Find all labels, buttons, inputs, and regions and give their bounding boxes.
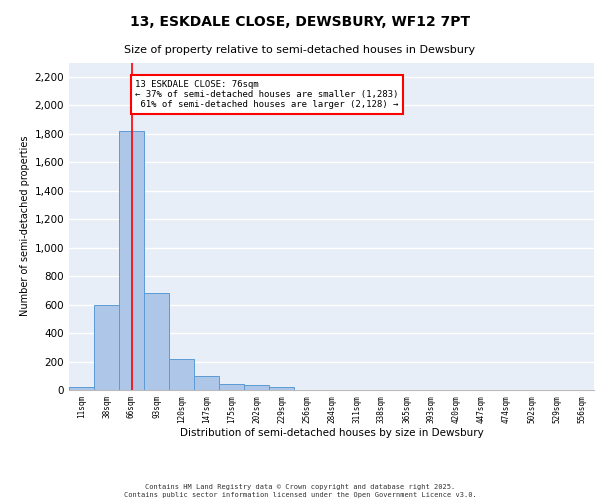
Text: Size of property relative to semi-detached houses in Dewsbury: Size of property relative to semi-detach… — [124, 45, 476, 55]
Bar — [269, 387, 294, 390]
Bar — [69, 387, 94, 390]
Text: 13 ESKDALE CLOSE: 76sqm
← 37% of semi-detached houses are smaller (1,283)
 61% o: 13 ESKDALE CLOSE: 76sqm ← 37% of semi-de… — [135, 80, 398, 110]
X-axis label: Distribution of semi-detached houses by size in Dewsbury: Distribution of semi-detached houses by … — [179, 428, 484, 438]
Bar — [244, 385, 269, 390]
Bar — [94, 304, 119, 390]
Text: 13, ESKDALE CLOSE, DEWSBURY, WF12 7PT: 13, ESKDALE CLOSE, DEWSBURY, WF12 7PT — [130, 15, 470, 29]
Bar — [169, 360, 194, 390]
Text: Contains HM Land Registry data © Crown copyright and database right 2025.
Contai: Contains HM Land Registry data © Crown c… — [124, 484, 476, 498]
Bar — [144, 293, 169, 390]
Bar — [219, 384, 244, 390]
Y-axis label: Number of semi-detached properties: Number of semi-detached properties — [20, 136, 31, 316]
Bar — [119, 131, 144, 390]
Bar — [194, 376, 219, 390]
